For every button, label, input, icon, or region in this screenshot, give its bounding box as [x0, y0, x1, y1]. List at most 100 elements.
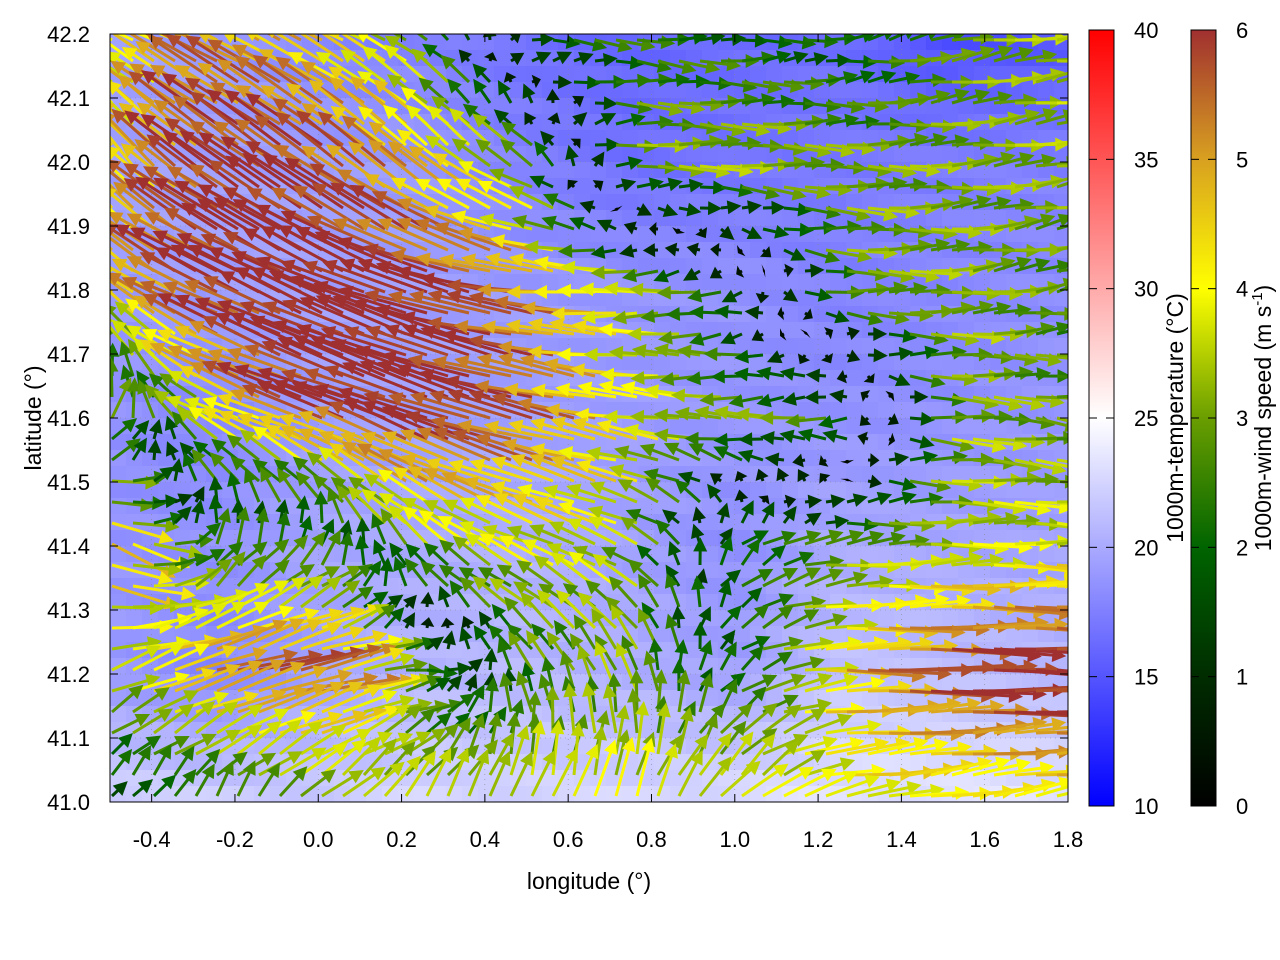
heatmap-cell	[622, 82, 639, 99]
heatmap-cell	[846, 546, 863, 563]
heatmap-cell	[494, 34, 511, 51]
heatmap-cell	[782, 322, 799, 339]
heatmap-cell	[846, 82, 863, 99]
heatmap-cell	[910, 290, 927, 307]
heatmap-cell	[830, 274, 847, 291]
heatmap-cell	[590, 66, 607, 83]
heatmap-cell	[590, 50, 607, 67]
heatmap-cell	[526, 34, 543, 51]
heatmap-cell	[446, 34, 463, 51]
heatmap-cell	[734, 146, 751, 163]
heatmap-cell	[862, 130, 879, 147]
heatmap-cell	[798, 690, 815, 707]
heatmap-cell	[1022, 82, 1039, 99]
heatmap-cell	[894, 82, 911, 99]
heatmap-cell	[1006, 82, 1023, 99]
heatmap-cell	[638, 786, 655, 802]
heatmap-cell	[1038, 338, 1055, 355]
arrow-shaft	[116, 34, 134, 42]
heatmap-cell	[670, 226, 687, 243]
heatmap-cell	[830, 482, 847, 499]
heatmap-cell	[702, 146, 719, 163]
heatmap-cell	[878, 290, 895, 307]
heatmap-cell	[846, 274, 863, 291]
arrow-head	[93, 86, 108, 101]
heatmap-cell	[670, 146, 687, 163]
arrow-head	[87, 190, 102, 204]
heatmap-cell	[558, 786, 575, 802]
arrow-head	[427, 17, 442, 32]
heatmap-cell	[846, 450, 863, 467]
heatmap-cell	[542, 162, 559, 179]
heatmap-cell	[622, 130, 639, 147]
heatmap-cell	[958, 98, 975, 115]
heatmap-cell	[846, 482, 863, 499]
heatmap-cell	[1054, 82, 1068, 99]
heatmap-cell	[942, 66, 959, 83]
heatmap-cell	[734, 626, 751, 643]
heatmap-cell	[830, 194, 847, 211]
heatmap-cell	[766, 482, 783, 499]
heatmap-cell	[558, 162, 575, 179]
heatmap-cell	[494, 50, 511, 67]
arrow-head	[1071, 201, 1085, 215]
heatmap-cell	[574, 226, 591, 243]
heatmap-cell	[734, 338, 751, 355]
heatmap-cell	[910, 610, 927, 627]
arrow-head	[457, 34, 460, 35]
heatmap-cell	[686, 722, 703, 739]
heatmap-cell	[510, 130, 527, 147]
heatmap-cell	[222, 786, 239, 802]
heatmap-cell	[974, 274, 991, 291]
heatmap-cell	[574, 162, 591, 179]
heatmap-cell	[590, 162, 607, 179]
heatmap-cell	[942, 402, 959, 419]
heatmap-cell	[990, 210, 1007, 227]
heatmap-cell	[1054, 402, 1068, 419]
heatmap-cell	[606, 146, 623, 163]
heatmap-cell	[910, 338, 927, 355]
heatmap-cell	[622, 66, 639, 83]
heatmap-cell	[926, 466, 943, 483]
heatmap-cell	[734, 290, 751, 307]
heatmap-cell	[1038, 226, 1055, 243]
arrow-head	[284, 13, 300, 26]
heatmap-cell	[814, 306, 831, 323]
heatmap-cell	[718, 258, 735, 275]
heatmap-cell	[734, 658, 751, 675]
heatmap-cell	[158, 482, 175, 499]
arrow-head	[314, 17, 330, 30]
heatmap-cell	[670, 418, 687, 435]
heatmap-cell	[366, 210, 383, 227]
arrow-head	[109, 20, 125, 33]
arrow-head	[91, 114, 105, 129]
heatmap-cell	[574, 146, 591, 163]
heatmap-cell	[782, 274, 799, 291]
heatmap-cell	[718, 210, 735, 227]
heatmap-cell	[702, 242, 719, 259]
heatmap-cell	[1022, 274, 1039, 291]
heatmap-cell	[254, 482, 271, 499]
heatmap-cell	[1054, 290, 1068, 307]
heatmap-cell	[830, 354, 847, 371]
heatmap-cell	[110, 482, 127, 499]
heatmap-cell	[1054, 482, 1068, 499]
heatmap-cell	[702, 418, 719, 435]
heatmap-cell	[878, 466, 895, 483]
arrow-head	[153, 7, 169, 20]
heatmap-cell	[1006, 418, 1023, 435]
heatmap-cell	[990, 674, 1007, 691]
heatmap-cell	[430, 50, 447, 67]
arrow-head	[86, 301, 100, 316]
heatmap-cell	[414, 66, 431, 83]
heatmap-cell	[622, 290, 639, 307]
heatmap-cell	[782, 66, 799, 83]
heatmap-cell	[574, 66, 591, 83]
arrow-head	[124, 21, 140, 34]
heatmap-cell	[830, 402, 847, 419]
heatmap-cell	[1006, 274, 1023, 291]
heatmap-cell	[606, 194, 623, 211]
heatmap-cell	[878, 402, 895, 419]
heatmap-cell	[750, 66, 767, 83]
heatmap-cell	[750, 482, 767, 499]
